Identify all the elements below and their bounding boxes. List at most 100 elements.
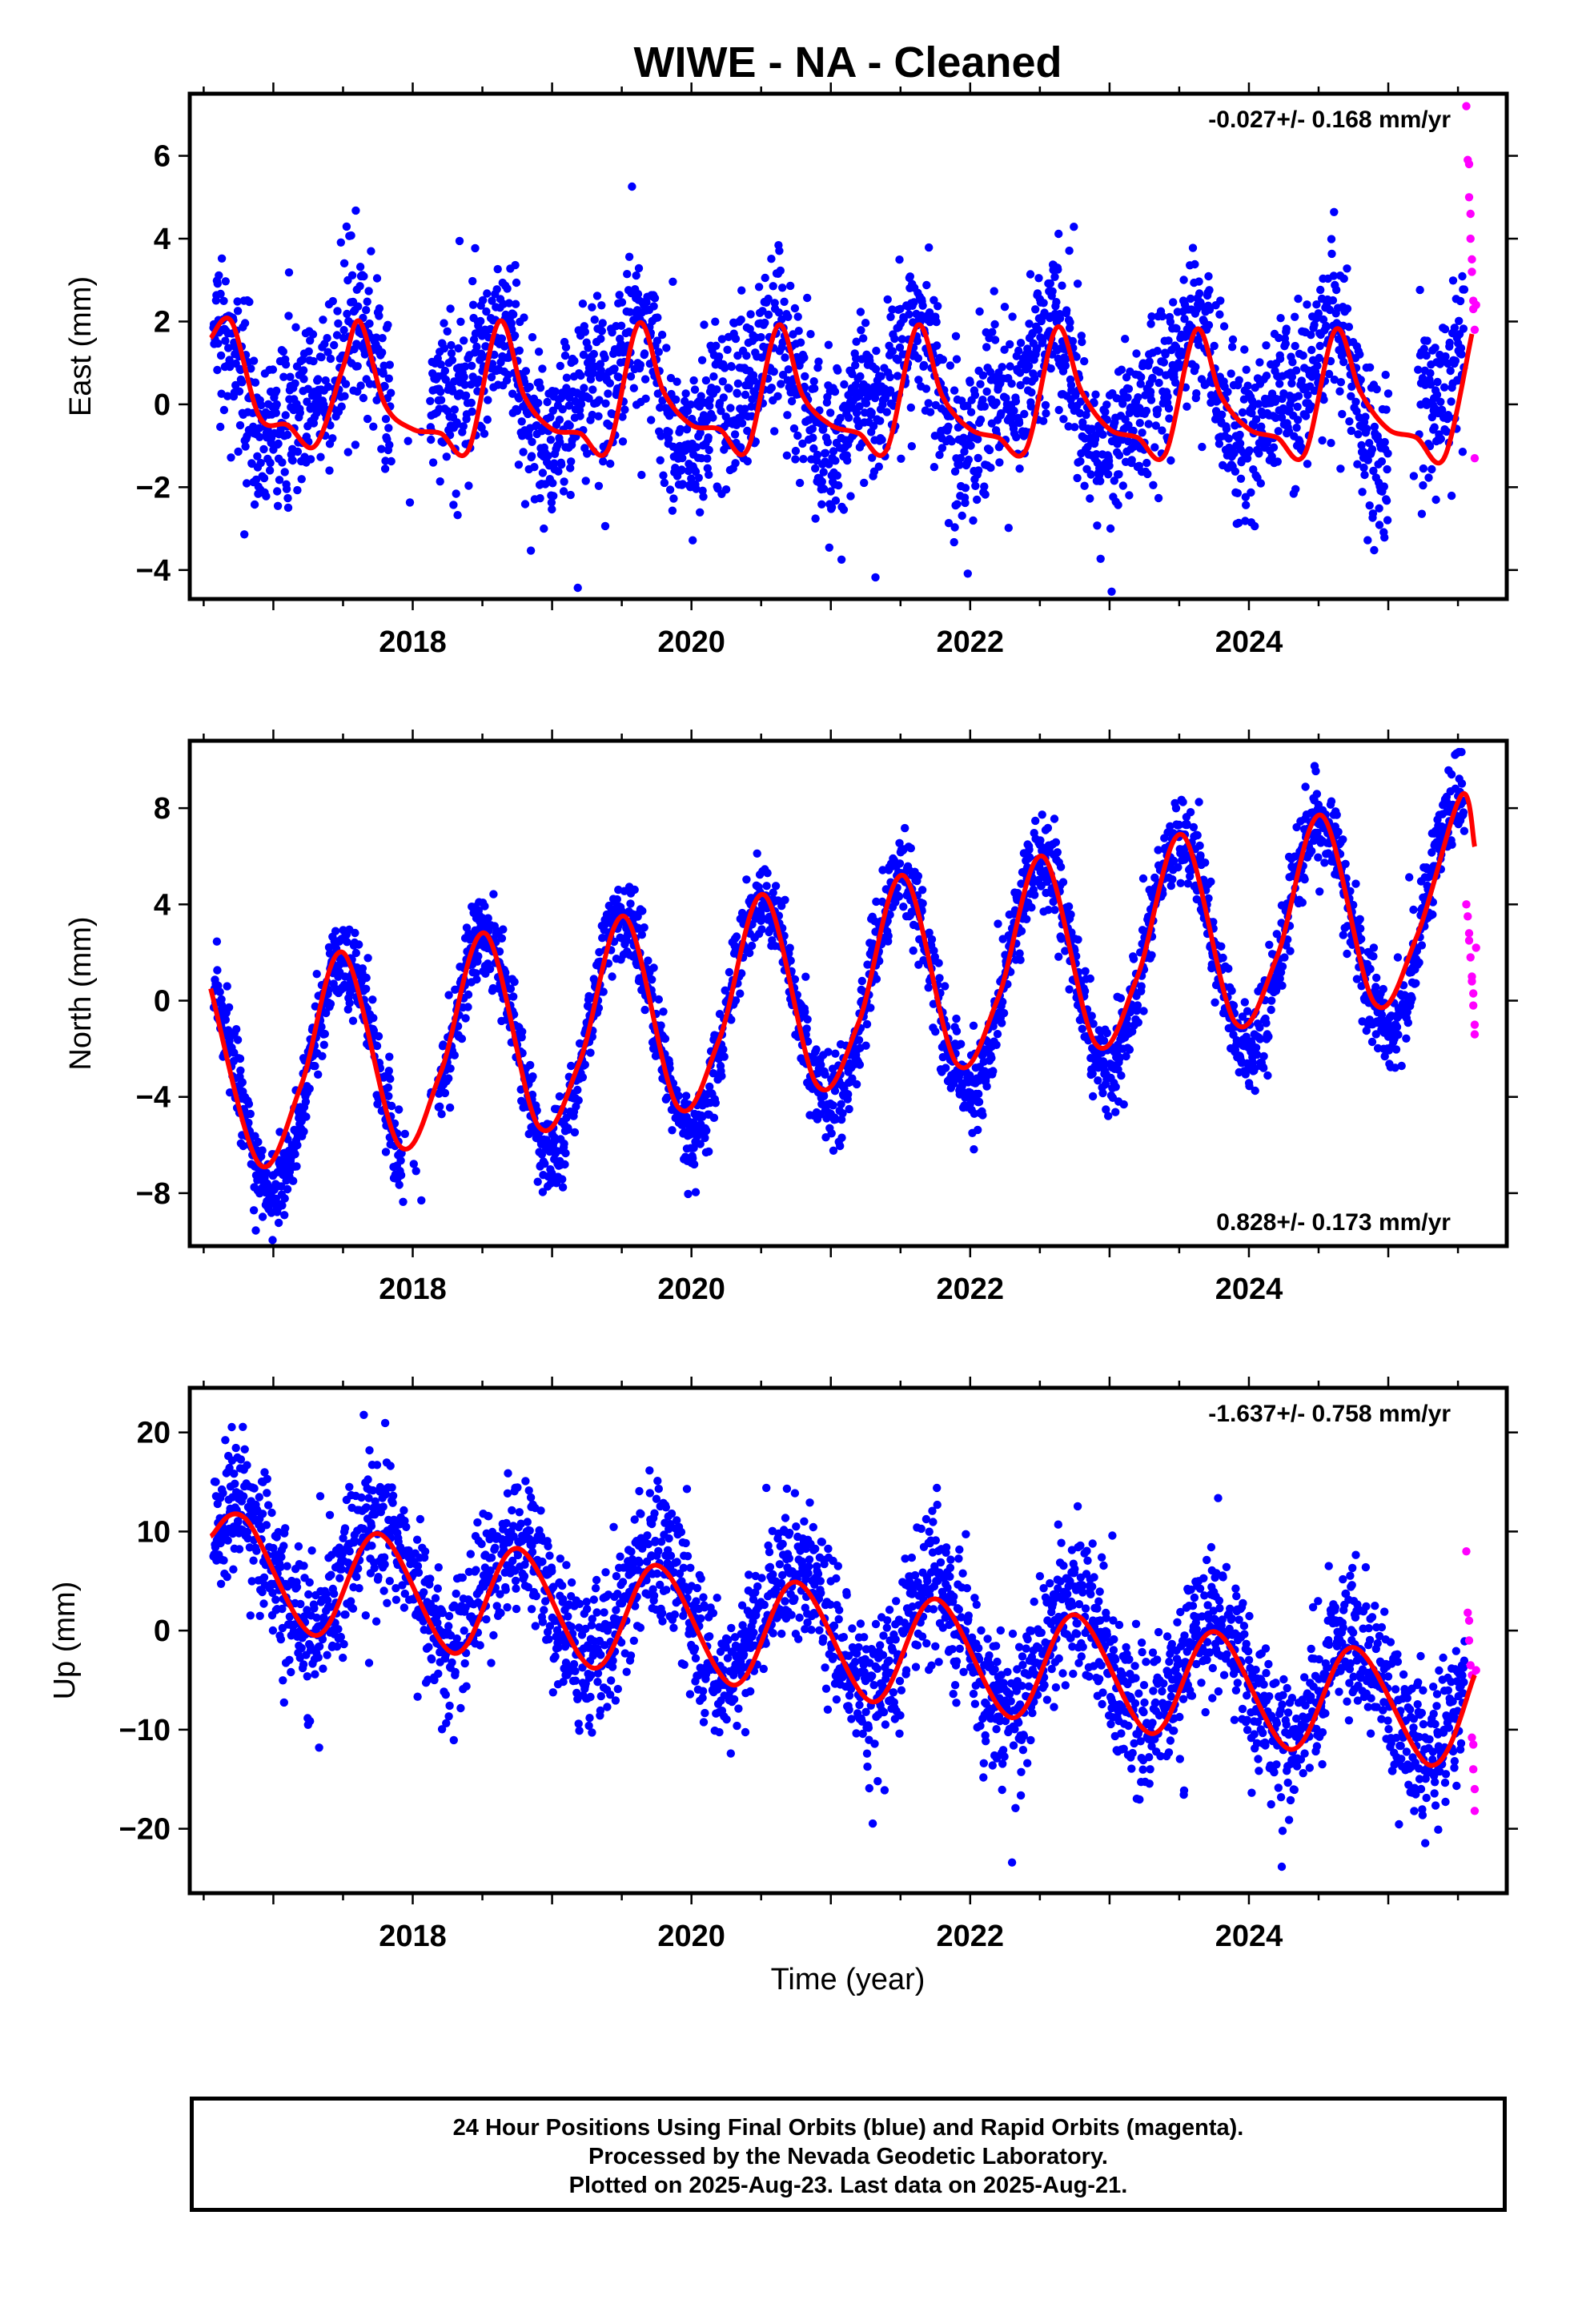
data-point — [1215, 310, 1224, 319]
data-point — [1080, 987, 1090, 995]
data-point — [907, 442, 917, 451]
data-point — [953, 500, 962, 509]
data-point — [299, 375, 308, 384]
data-point — [417, 1196, 426, 1205]
data-point — [817, 1060, 825, 1070]
data-point — [266, 458, 275, 468]
data-point — [1383, 516, 1392, 525]
data-point — [950, 523, 959, 532]
data-point — [852, 1080, 861, 1089]
rapid-point — [1472, 300, 1480, 309]
data-point — [848, 369, 857, 379]
data-point — [1245, 446, 1254, 455]
data-point — [705, 401, 714, 410]
data-point — [362, 973, 371, 983]
data-point — [1050, 272, 1059, 281]
data-point — [890, 334, 899, 344]
rapid-point — [1464, 159, 1474, 169]
data-point — [1098, 1088, 1107, 1098]
data-point — [661, 1034, 670, 1043]
data-point — [289, 1176, 298, 1185]
data-point — [831, 456, 840, 465]
data-point — [291, 323, 300, 332]
data-point — [275, 476, 284, 485]
data-point — [974, 1089, 983, 1099]
x-tick-label: 2018 — [379, 625, 447, 659]
data-point — [998, 1019, 1006, 1027]
data-point — [888, 305, 897, 314]
data-point — [215, 271, 223, 280]
data-point — [980, 482, 989, 491]
data-point — [932, 317, 941, 327]
data-point — [930, 463, 939, 472]
data-point — [1382, 497, 1391, 505]
data-point — [322, 1008, 331, 1018]
data-point — [1328, 296, 1338, 305]
data-point — [328, 434, 337, 443]
data-point — [1456, 296, 1465, 306]
data-point — [673, 377, 681, 386]
data-point — [1242, 501, 1251, 509]
data-point — [976, 415, 986, 424]
data-point — [938, 444, 947, 452]
data-point — [1082, 410, 1090, 420]
data-point — [328, 296, 337, 306]
data-point — [725, 967, 734, 977]
data-point — [855, 402, 864, 411]
data-point — [741, 390, 750, 400]
data-point — [286, 372, 295, 381]
data-point — [524, 409, 532, 419]
data-point — [1153, 405, 1162, 414]
data-point — [532, 1106, 541, 1116]
data-point — [548, 505, 556, 514]
data-point — [1134, 1018, 1143, 1027]
data-point — [534, 399, 543, 408]
y-tick-label: 2 — [154, 305, 171, 339]
data-point — [1281, 340, 1291, 348]
data-point — [1105, 461, 1114, 470]
data-point — [355, 940, 363, 949]
data-point — [580, 1060, 589, 1069]
data-point — [1174, 820, 1184, 830]
data-point — [1043, 823, 1053, 833]
data-point — [1065, 246, 1074, 255]
data-point — [244, 1100, 254, 1108]
data-point — [817, 477, 826, 486]
data-point — [656, 456, 665, 464]
data-point — [584, 344, 592, 352]
data-point — [897, 335, 907, 344]
data-point — [297, 475, 306, 484]
data-point — [1124, 420, 1133, 430]
data-point — [597, 301, 606, 310]
data-point — [1222, 424, 1231, 433]
data-point — [468, 300, 478, 309]
data-point — [558, 404, 567, 414]
data-point — [224, 344, 233, 352]
data-point — [922, 280, 931, 290]
data-point — [1101, 408, 1110, 416]
data-point — [1351, 397, 1360, 406]
data-point — [660, 478, 669, 488]
data-point — [560, 351, 570, 360]
data-point — [232, 1025, 241, 1034]
data-point — [1129, 426, 1138, 436]
data-point — [395, 1180, 404, 1189]
data-point — [562, 373, 572, 382]
data-point — [1016, 339, 1026, 348]
data-point — [1277, 413, 1287, 422]
data-point — [813, 450, 822, 460]
data-point — [1031, 305, 1040, 314]
data-point — [219, 296, 228, 305]
data-point — [988, 328, 997, 336]
data-point — [787, 396, 797, 406]
data-point — [1154, 368, 1164, 376]
data-point — [913, 354, 923, 363]
data-point — [459, 422, 468, 431]
data-point — [536, 494, 544, 503]
data-point — [238, 1078, 247, 1087]
data-point — [343, 448, 352, 456]
data-point — [966, 408, 976, 416]
data-point — [283, 503, 293, 513]
data-point — [763, 869, 772, 878]
data-point — [814, 357, 823, 366]
